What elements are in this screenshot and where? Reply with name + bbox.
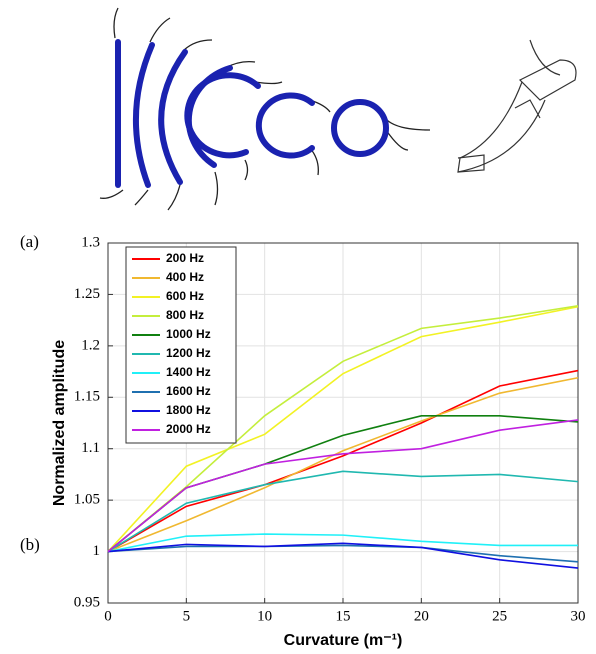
- axes-box: [107, 242, 579, 604]
- legend-label: 1400 Hz: [166, 365, 211, 379]
- panel-label: (b): [20, 535, 40, 554]
- series-line: [107, 369, 579, 553]
- legend-label: 2000 Hz: [166, 422, 211, 436]
- x-tick-label: 20: [414, 608, 429, 624]
- legend-label: 200 Hz: [166, 251, 204, 265]
- series-line: [107, 470, 579, 553]
- series-line: [107, 419, 579, 553]
- series-line: [107, 376, 579, 553]
- legend-label: 400 Hz: [166, 270, 204, 284]
- x-tick-label: 0: [104, 608, 112, 624]
- legend-label: 600 Hz: [166, 289, 204, 303]
- y-tick-label: 1.1: [81, 440, 100, 456]
- x-tick-label: 10: [257, 608, 272, 624]
- series-line: [107, 305, 579, 553]
- x-tick-label: 5: [183, 608, 191, 624]
- y-tick-label: 0.95: [74, 594, 100, 610]
- series-line: [107, 533, 578, 553]
- x-axis-label: Curvature (m⁻¹): [284, 632, 403, 649]
- y-tick-label: 1.05: [74, 492, 100, 508]
- x-tick-label: 25: [492, 608, 507, 624]
- y-tick-label: 1.15: [74, 389, 100, 405]
- legend-label: 1200 Hz: [166, 346, 211, 360]
- series-line: [107, 544, 579, 563]
- y-axis-label: Normalized amplitude: [51, 340, 68, 506]
- legend-label: 1600 Hz: [166, 384, 211, 398]
- series-line: [107, 304, 579, 553]
- series-line: [107, 542, 579, 569]
- y-tick-label: 1.3: [81, 234, 100, 250]
- x-tick-label: 30: [571, 608, 586, 624]
- x-tick-label: 15: [336, 608, 351, 624]
- chart: 0.95 1 1.05 1.1 1.15 1.2 1.25 1.3 0 5 10 15 20 25 30 Cu…: [51, 234, 586, 649]
- legend-label: 1800 Hz: [166, 403, 211, 417]
- legend-label: 1000 Hz: [166, 327, 211, 341]
- y-tick-label: 1: [93, 543, 101, 559]
- y-tick-label: 1.25: [74, 286, 100, 302]
- legend-label: 800 Hz: [166, 308, 204, 322]
- y-tick-label: 1.2: [81, 337, 100, 353]
- panel-label: (a): [20, 232, 39, 251]
- sensor-illustration: [99, 7, 577, 211]
